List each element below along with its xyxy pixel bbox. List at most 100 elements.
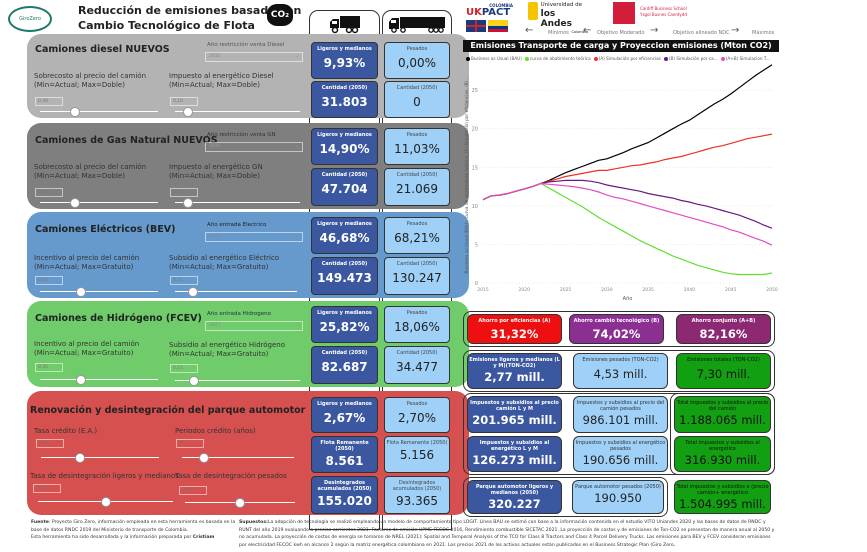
overprice-input[interactable]: 0,30 (35, 188, 63, 197)
legend-label[interactable]: (B) Simulación por ca... (668, 56, 718, 61)
arrow-left-icon[interactable]: ← (525, 25, 534, 36)
subsidy-slider[interactable] (175, 376, 300, 386)
incentive-input[interactable]: 0,35 (35, 363, 63, 372)
bev-heavy-share-card: Pesados 68,21% (384, 217, 450, 254)
legend-marker (524, 57, 529, 61)
legend-label[interactable]: curva de abatimiento teórica (529, 56, 591, 61)
slider-handle[interactable] (182, 198, 193, 208)
emissions-group (463, 350, 775, 392)
energy-tax-input[interactable]: 0,10 (170, 188, 198, 197)
legend-marker (720, 57, 725, 61)
nav-minimos-button[interactable]: Mínimos (548, 30, 569, 36)
arrow-right-icon[interactable]: → (731, 25, 740, 36)
energy-tax-input[interactable]: 0,10 (170, 97, 198, 106)
x-tick-label: 2020 (519, 287, 531, 293)
arrow-left-icon[interactable]: ← (583, 25, 592, 36)
y-axis-label: Business as Usual (BAU), curva de abatim… (463, 77, 470, 274)
gn-heavy-share-card: Pesados 11,03% (384, 128, 450, 165)
credit-periods-slider[interactable] (182, 453, 294, 463)
tax-price-heavy-card: Impuestos y subsidios al precio del cami… (573, 396, 668, 433)
scrap-rate-heavy-input[interactable]: 10,00 (179, 486, 207, 495)
slider-handle[interactable] (74, 453, 85, 463)
year-dropdown[interactable]: 2022 ⌄ (205, 232, 303, 242)
slider-handle[interactable] (235, 498, 245, 508)
arrow-right-icon[interactable]: → (650, 25, 659, 36)
gn-lm-share-card: Ligeros y medianos 14,90% (311, 128, 378, 165)
incentive-input[interactable]: 0,35 (35, 276, 63, 285)
subsidy-input[interactable]: 0,15 (170, 364, 198, 373)
section-title: Camiones de Hidrógeno (FCEV) (35, 313, 202, 324)
slider-label: Incentivo al precio del camión (Min=Actua… (34, 340, 140, 357)
tax-price-lm-card: Impuestos y subsidios al precio camión L… (467, 396, 562, 433)
slider-label: Impuesto al energético Diesel (Min=Actual… (169, 72, 274, 89)
savings-group (463, 311, 775, 347)
slider-handle[interactable] (188, 287, 199, 297)
dropdown-value: 2035 (209, 144, 221, 149)
subsidy-slider[interactable] (175, 287, 297, 297)
credit-rate-slider[interactable] (41, 453, 159, 463)
legend-marker (593, 57, 598, 61)
gn-heavy-qty-card: Cantidad (2050) 21.069 (384, 168, 450, 206)
legend-label[interactable]: (A) Simulación por eficiencias (598, 56, 661, 61)
energy-tax-slider[interactable] (175, 107, 300, 117)
diesel-lm-qty-card: Cantidad (2050) 31.803 (311, 81, 378, 118)
slider-handle[interactable] (76, 287, 87, 297)
slider-handle[interactable] (100, 497, 111, 507)
subsidy-input[interactable]: 0,15 (170, 276, 198, 285)
scrap-rate-lm-input[interactable]: 10,00 (33, 484, 61, 493)
year-dropdown[interactable]: 2035 ⌄ (205, 142, 303, 152)
uniandes-crest-icon (528, 2, 538, 20)
y-tick-label: 20 (472, 127, 478, 133)
nav-moderado-button[interactable]: Objetivo Moderado (597, 30, 645, 36)
y-tick-label: 25 (472, 88, 478, 94)
legend-label[interactable]: Business as Usual (BAU) (471, 56, 522, 61)
slider-handle[interactable] (188, 376, 199, 386)
year-dropdown[interactable]: 2027 ⌄ (205, 321, 303, 331)
fleet-lm-card: Parque automotor ligeros y medianos (205… (467, 480, 562, 514)
credit-periods-input[interactable]: 10 (176, 439, 204, 448)
bev-lm-qty-card: Cantidad (2050) 149.473 (311, 257, 378, 295)
section-title: Renovación y desintegración del parque a… (30, 405, 306, 416)
emissions-lm-card: Emisiones ligeros y medianos (L y M)(TON… (467, 353, 562, 389)
series-line (482, 182, 773, 246)
scrap-rate-lm-slider[interactable] (38, 497, 173, 507)
slider-handle[interactable] (199, 453, 210, 463)
x-tick-label: 2045 (725, 287, 737, 293)
page-title: Reducción de emisiones basadas en Cambio… (78, 3, 301, 33)
nav-maximos-button[interactable]: Máximos (752, 30, 775, 36)
series-line (482, 179, 773, 229)
legend-marker (663, 57, 668, 61)
overprice-slider[interactable] (40, 198, 158, 208)
fleet-heavy-card: Parque automotor pesados (2050) 190.950 (572, 480, 664, 514)
tax-energy-heavy-card: Impuestos y subsidios al energético pesa… (573, 436, 668, 472)
slider-handle[interactable] (70, 107, 81, 117)
dropdown-label: Año entrada Electrico (207, 222, 267, 228)
credit-rate-input[interactable]: 0,10 (36, 439, 64, 448)
legend-label[interactable]: (A+B) Simulacion T... (725, 56, 770, 61)
overprice-input[interactable]: 0,30 (35, 97, 63, 106)
chevron-down-icon: ⌄ (295, 54, 299, 59)
dropdown-value: 2035 (209, 54, 221, 59)
nav-ndc-button[interactable]: Objetivo alineado NDC (673, 30, 730, 36)
slider-label: Incentivo al precio del camión (Min=Actua… (34, 254, 140, 271)
energy-tax-slider[interactable] (175, 198, 300, 208)
slider-label: Sobrecosto al precio del camión (Min=Actu… (34, 72, 147, 89)
legend-marker (466, 57, 470, 61)
slider-handle[interactable] (70, 198, 81, 208)
renewal-lm-remaining-card: Flota Remanente (2050) 8.561 (311, 436, 378, 473)
scrap-rate-heavy-slider[interactable] (185, 498, 295, 508)
scrap-rate-heavy-label: Tasa de desintegración pesados (175, 472, 287, 480)
year-dropdown[interactable]: 2035 ⌄ (205, 52, 303, 62)
renewal-heavy-rate-card: Pesados 2,70% (384, 397, 450, 433)
incentive-slider[interactable] (40, 287, 158, 297)
incentive-slider[interactable] (40, 375, 158, 385)
overprice-slider[interactable] (40, 107, 158, 117)
credit-periods-label: Periodos crédito (años) (175, 427, 256, 435)
slider-handle[interactable] (76, 375, 87, 385)
y-tick-label: 5 (475, 242, 478, 248)
slider-handle[interactable] (182, 107, 193, 117)
scrap-rate-lm-label: Tasa de desintegración ligeros y mediano… (30, 472, 179, 480)
emissions-total-card: Emisiones totales (TON-CO2) 7,30 mill. (676, 353, 771, 389)
dropdown-value: 2022 (209, 234, 221, 239)
